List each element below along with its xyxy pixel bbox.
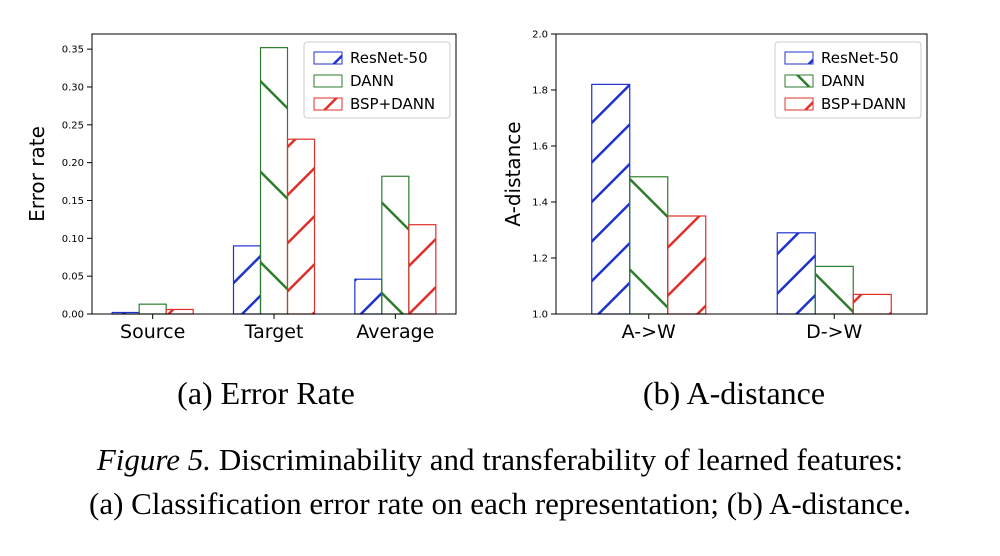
x-tick-label: D->W — [806, 321, 862, 343]
bar-dann — [629, 176, 669, 315]
legend-swatch — [313, 97, 343, 111]
legend-label: DANN — [350, 72, 394, 90]
legend-label: BSP+DANN — [350, 95, 435, 113]
y-tick-label: 1.0 — [532, 310, 548, 321]
y-tick-label: 0.35 — [62, 45, 84, 56]
figure-caption-text-1: Discriminability and transferability of … — [211, 442, 904, 477]
figure-caption-line-1: Figure 5. Discriminability and transfera… — [0, 442, 1000, 478]
figure-caption-label: Figure 5. — [96, 442, 212, 477]
legend-swatch — [784, 51, 814, 65]
legend-label: ResNet-50 — [821, 49, 899, 67]
x-tick-label: Target — [244, 321, 304, 343]
x-tick-label: Source — [120, 321, 185, 343]
plot-frame — [555, 33, 928, 315]
y-tick-label: 0.25 — [62, 120, 84, 131]
plot-frame — [91, 33, 457, 315]
bar-dann — [138, 303, 167, 315]
y-tick-label: 1.4 — [532, 198, 548, 209]
bar-bsp-dann — [408, 224, 437, 315]
bar-resnet-50 — [232, 245, 262, 315]
figure-caption-line-2: (a) Classification error rate on each re… — [89, 486, 911, 521]
legend-label: ResNet-50 — [350, 49, 428, 67]
x-tick-label: A->W — [622, 321, 676, 343]
legend-label: DANN — [821, 72, 865, 90]
y-tick-label: 0.00 — [62, 310, 84, 321]
bar-dann — [814, 265, 854, 315]
bar-bsp-dann — [165, 308, 194, 315]
y-tick-label: 2.0 — [532, 30, 548, 41]
y-tick-label: 0.20 — [62, 158, 84, 169]
y-tick-label: 0.30 — [62, 82, 84, 93]
bar-resnet-50 — [776, 232, 816, 315]
subplot-title: (a) Error Rate — [177, 375, 355, 411]
y-axis-label: A-distance — [501, 121, 525, 226]
chart-error-rate: 0.00 0.05 0.10 0.15 0.20 0.25 0.30 0.35 Source Ta… — [25, 33, 457, 411]
y-tick-label: 0.10 — [62, 234, 84, 245]
legend-swatch — [313, 51, 343, 65]
legend-label: BSP+DANN — [821, 95, 906, 113]
bar-dann — [259, 47, 289, 315]
y-axis-label: Error rate — [25, 126, 49, 222]
y-tick-label: 1.8 — [532, 86, 548, 97]
subplot-title: (b) A-distance — [643, 375, 825, 411]
x-tick-label: Average — [356, 321, 434, 343]
y-tick-label: 0.15 — [62, 196, 84, 207]
legend-swatch — [313, 74, 343, 88]
legend-swatch — [784, 74, 814, 88]
bar-bsp-dann — [667, 215, 707, 315]
bar-resnet-50 — [354, 278, 383, 315]
figure-canvas: 0.00 0.05 0.10 0.15 0.20 0.25 0.30 0.35 Source Ta… — [25, 30, 928, 411]
chart-a-distance: 1.0 1.2 1.4 1.6 1.8 2.0 A->W D->W A-distance ResN… — [501, 30, 928, 411]
y-tick-label: 1.2 — [532, 254, 548, 265]
bar-bsp-dann — [286, 138, 316, 315]
bar-resnet-50 — [591, 83, 631, 315]
y-tick-label: 0.05 — [62, 272, 84, 283]
bar-dann — [381, 175, 410, 315]
legend-swatch — [784, 97, 814, 111]
bar-bsp-dann — [852, 293, 892, 315]
y-tick-label: 1.6 — [532, 142, 548, 153]
